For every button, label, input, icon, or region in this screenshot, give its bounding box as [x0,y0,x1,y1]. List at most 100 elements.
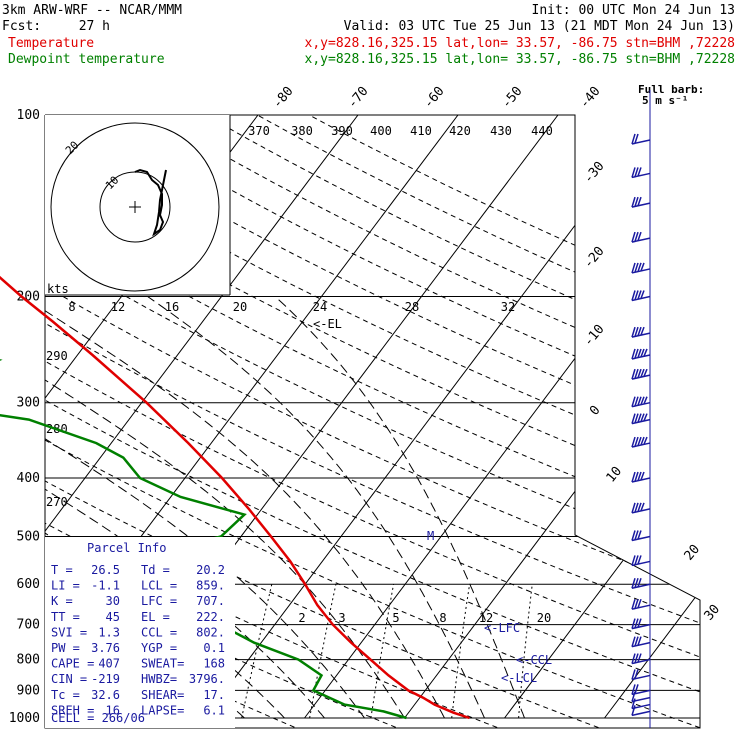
dry-adiabat [45,115,700,728]
isotherm-label: 30 [702,602,724,624]
level-marker: M [427,529,434,543]
theta-label: 390 [331,124,353,138]
isotherm-label: 0 [587,403,604,419]
barb-legend-line2: 5 m s⁻¹ [642,94,688,107]
speed-label: 8 [68,300,75,314]
parcel-row-text: SVI = [51,625,87,639]
parcel-row-text: 407 [98,657,120,671]
parcel-row-text: LI = [51,579,80,593]
parcel-row-text: Tc = [51,688,80,702]
parcel-row-text: HWBZ= [141,672,177,686]
dry-adiabat [45,115,700,728]
parcel-row-text: LAPSE= [141,703,184,717]
parcel-row-text: -1.1 [91,579,120,593]
wind-barb [631,669,651,681]
parcel-row-text: 802. [196,625,225,639]
wind-barb [631,396,651,408]
isotherm-label: -10 [581,322,608,350]
wind-barb [631,436,651,448]
wind-barb [631,348,651,360]
mixing-ratio-label: 3 [338,611,345,625]
parcel-row-text: SWEAT= [141,657,184,671]
valid-label: Valid: 03 UTC Tue 25 Jun 13 (21 MDT Mon … [344,19,735,34]
theta-label: 420 [449,124,471,138]
parcel-row-text: 30 [106,594,120,608]
parcel-row-text: PW = [51,641,80,655]
theta-label: 270 [46,495,68,509]
parcel-row-text: 32.6 [91,688,120,702]
isotherm-label: 20 [682,542,704,564]
speed-label: 16 [165,300,179,314]
wind-barb [631,262,651,274]
wind-barb [631,290,651,302]
model-label: 3km ARW-WRF -- NCAR/MMM [2,3,182,18]
wind-barb [631,684,651,696]
temperature-line [0,275,470,720]
wind-barb [631,598,651,610]
parcel-row-text: SHEAR= [141,688,184,702]
parcel-row-text: CIN = [51,672,87,686]
dry-adiabat [45,115,700,728]
parcel-row-text: 20.2 [196,563,225,577]
wind-barb [631,368,651,380]
level-marker: <-CCL [516,653,552,667]
parcel-row-text: 0.1 [203,641,225,655]
theta-label: 410 [410,124,432,138]
parcel-row-text: -219 [91,672,120,686]
isotherm-label: -80 [270,84,297,112]
parcel-row-text: Td = [141,563,170,577]
dry-adiabat [45,115,700,728]
parcel-row-text: EL = [141,610,170,624]
wind-barb [631,577,651,589]
pressure-label: 600 [17,577,40,592]
parcel-row-text: 16 [106,703,120,717]
dry-adiabat [205,115,700,728]
isotherm [604,115,700,719]
parcel-row-text: 17. [203,688,225,702]
isotherm [45,115,359,719]
isotherm-label: -60 [421,84,448,112]
parcel-row-text: LFC = [141,594,177,608]
parcel-row-text: 3.76 [91,641,120,655]
pressure-label: 900 [17,683,40,698]
wind-barb [631,326,651,338]
parcel-row-text: CAPE = [51,657,94,671]
theta-label: 430 [490,124,512,138]
isotherm-label: -30 [581,159,608,187]
isotherm-label: -50 [499,84,526,112]
isotherm-label: -20 [581,244,608,272]
isotherm-label: -40 [577,84,604,112]
wind-barb [631,698,651,710]
mixing-ratio-line [518,584,533,719]
parcel-row-text: 707. [196,594,225,608]
hodograph: 20 10 kts [45,115,231,296]
speed-label: 28 [405,300,419,314]
dry-adiabat [153,115,700,728]
mixing-ratio-label: 5 [392,611,399,625]
parcel-row-text: K = [51,594,73,608]
isotherm-label: -70 [345,84,372,112]
level-marker: <-EL [313,317,342,331]
isotherm [304,115,700,719]
fcst-value: 27 h [79,19,110,34]
sounding-series [0,275,470,720]
dry-adiabat [308,115,700,728]
level-marker: <-LCL [501,671,537,685]
isotherm [504,115,700,719]
mixing-ratio-label: 20 [537,611,551,625]
isotherm [204,115,659,719]
moist-adiabat [45,296,285,719]
dry-adiabat [257,115,700,728]
parcel-info-panel: Parcel Info T = 26.5 Td = 20.2 LI = -1.1 LCL =… [45,537,235,728]
dry-adiabat [45,115,700,728]
parcel-row-text: LCL = [141,579,177,593]
mixing-ratio-line [241,584,273,719]
parcel-row-text: 45 [106,610,120,624]
wind-barbs [631,90,651,728]
wind-barb [631,653,651,665]
mixing-ratio-label: 2 [298,611,305,625]
theta-label: 370 [248,124,270,138]
speed-label: 12 [111,300,125,314]
